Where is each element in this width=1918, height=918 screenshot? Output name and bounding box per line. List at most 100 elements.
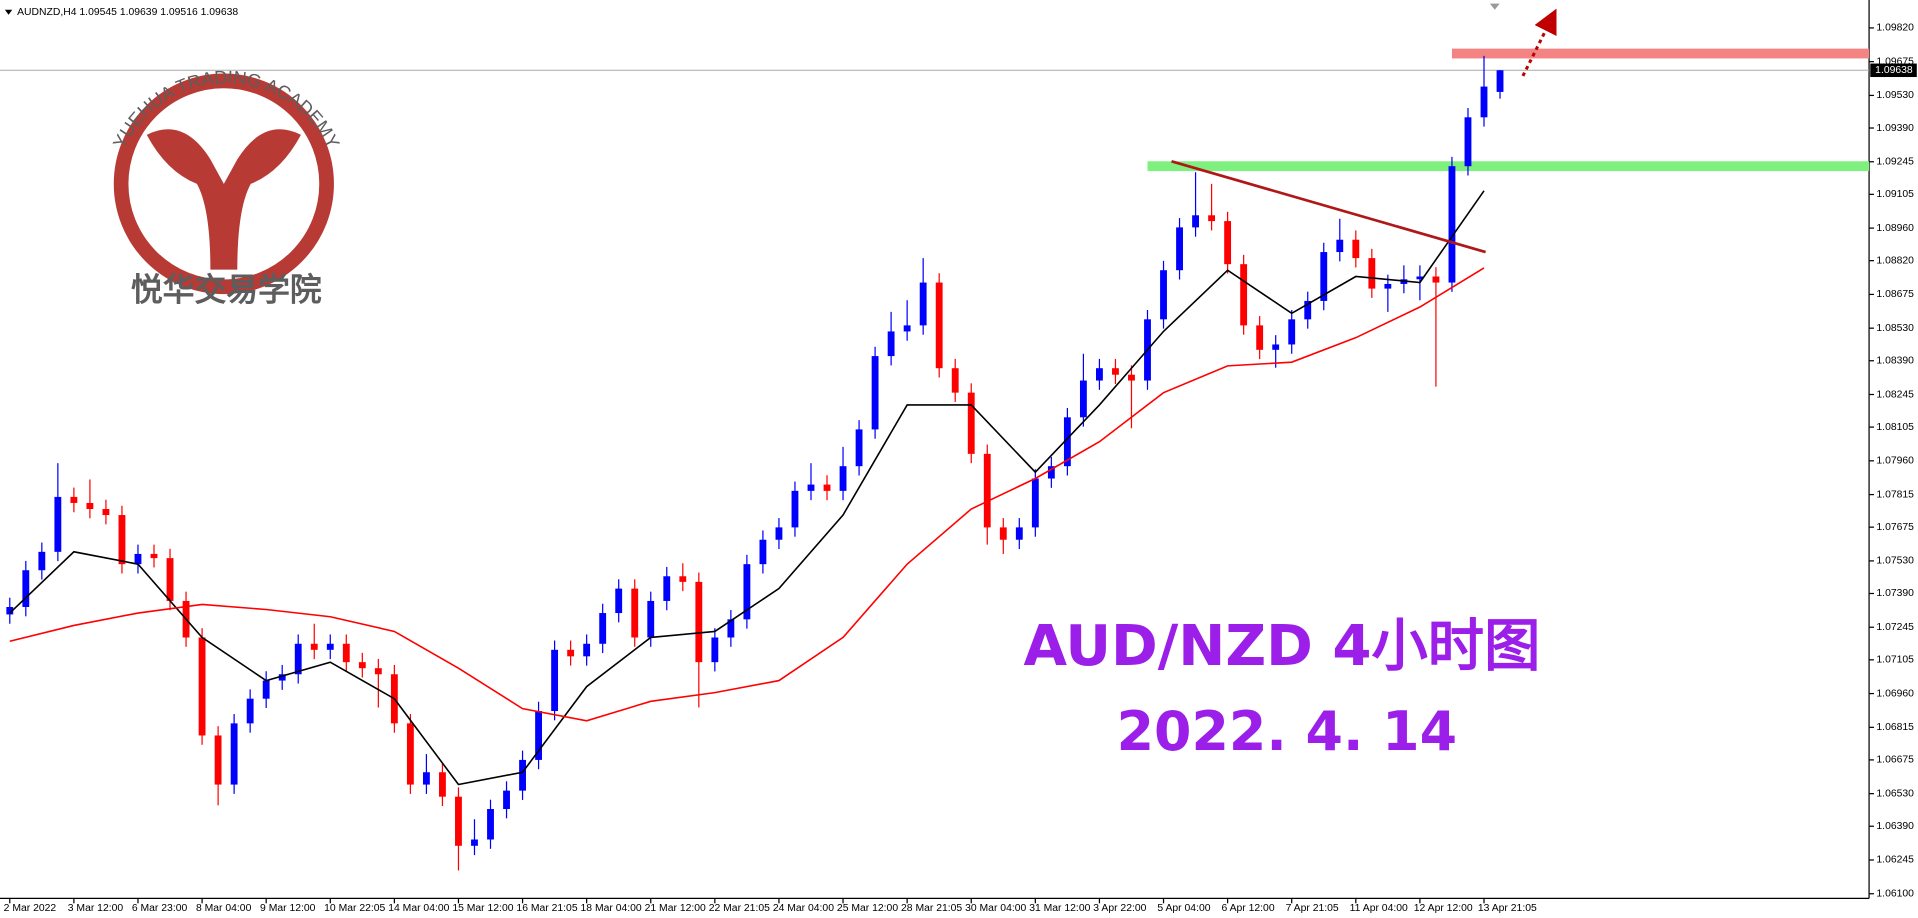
candle-body: [38, 551, 46, 571]
current-price-label: 1.09638: [1875, 65, 1913, 76]
y-tick-label: 1.07390: [1876, 588, 1914, 599]
x-tick-label: 7 Apr 21:05: [1286, 903, 1339, 914]
candle-body: [1368, 258, 1376, 289]
y-tick-label: 1.08530: [1876, 323, 1914, 334]
candle-body: [422, 772, 430, 785]
candle-body: [1031, 478, 1039, 528]
x-tick-label: 18 Mar 04:00: [581, 903, 642, 914]
y-tick-label: 1.07245: [1876, 622, 1914, 633]
x-tick-label: 14 Mar 04:00: [388, 903, 449, 914]
candle-body: [903, 325, 911, 332]
x-tick-label: 13 Apr 21:05: [1478, 903, 1537, 914]
candle-body: [711, 637, 719, 663]
candle-body: [1224, 221, 1232, 265]
candle-body: [503, 790, 510, 810]
chart-title: AUD/NZD 4小时图: [1024, 614, 1541, 679]
y-tick-label: 1.06100: [1876, 888, 1914, 899]
candle-body: [214, 735, 222, 785]
y-tick-label: 1.09390: [1876, 123, 1914, 134]
candle-body: [1015, 527, 1023, 540]
candle-body: [1384, 283, 1392, 289]
candle-body: [1320, 252, 1328, 301]
chart-subtitle: 2022. 4. 14: [1117, 700, 1457, 763]
x-tick-label: 31 Mar 12:00: [1029, 903, 1090, 914]
candle-body: [342, 643, 350, 663]
candle-body: [230, 723, 238, 785]
candle-body: [406, 723, 414, 785]
candle-body: [1063, 417, 1071, 467]
y-tick-label: 1.06675: [1876, 755, 1914, 766]
candle-body: [1128, 374, 1135, 381]
candle-body: [967, 392, 975, 454]
y-tick-label: 1.07960: [1876, 456, 1914, 467]
candle-body: [166, 558, 174, 601]
candle-body: [455, 796, 462, 846]
candle-body: [310, 643, 318, 650]
candle-body: [887, 331, 895, 357]
logo-mark: [146, 129, 301, 270]
candle-body: [294, 643, 302, 675]
x-tick-label: 6 Apr 12:00: [1222, 903, 1275, 914]
candle-body: [727, 619, 735, 638]
y-tick-label: 1.08245: [1876, 389, 1914, 400]
y-tick-label: 1.08390: [1876, 355, 1914, 366]
candle-body: [599, 613, 607, 644]
candle-body: [935, 282, 943, 369]
candle-body: [759, 539, 767, 565]
chart-header: AUDNZD,H4 1.09545 1.09639 1.09516 1.0963…: [17, 7, 238, 18]
logo-ring: [113, 73, 334, 295]
arrow: [1521, 8, 1557, 77]
x-tick-label: 22 Mar 21:05: [709, 903, 770, 914]
candle-body: [535, 711, 543, 760]
x-tick-label: 2 Mar 2022: [4, 903, 57, 914]
x-tick-label: 8 Mar 04:00: [196, 903, 252, 914]
candle-body: [134, 553, 142, 565]
logo-name: 悦华交易学院: [131, 270, 322, 308]
y-tick-label: 1.09530: [1876, 90, 1914, 101]
candle-body: [1336, 239, 1344, 253]
candle-body: [919, 282, 927, 326]
candle-body: [823, 484, 831, 491]
candle-body: [278, 674, 286, 681]
y-tick-label: 1.06815: [1876, 722, 1914, 733]
candle-body: [1272, 344, 1280, 350]
x-tick-label: 28 Mar 21:05: [901, 903, 962, 914]
y-tick-label: 1.07530: [1876, 556, 1914, 567]
candle-body: [1112, 368, 1119, 375]
candle-body: [839, 466, 847, 491]
candle-body: [791, 490, 799, 528]
x-tick-label: 5 Apr 04:00: [1157, 903, 1210, 914]
candle-body: [1047, 466, 1055, 479]
candle-body: [118, 515, 126, 565]
candle-body: [615, 588, 623, 614]
y-tick-label: 1.09675: [1876, 56, 1914, 67]
shift-marker: [1489, 3, 1500, 10]
candle-body: [583, 643, 591, 657]
x-tick-label: 9 Mar 12:00: [260, 903, 316, 914]
candle-body: [1208, 215, 1216, 222]
y-tick-label: 1.08820: [1876, 255, 1914, 266]
x-tick-label: 3 Mar 12:00: [68, 903, 124, 914]
y-tick-label: 1.06960: [1876, 688, 1914, 699]
candle-body: [1160, 270, 1167, 320]
level-band: [1147, 161, 1870, 172]
candle-body: [663, 576, 671, 601]
candle-body: [86, 502, 94, 510]
x-tick-label: 15 Mar 12:00: [452, 903, 513, 914]
candle-body: [471, 839, 478, 846]
x-tick-label: 21 Mar 12:00: [645, 903, 706, 914]
candle-body: [358, 662, 366, 669]
candle-body: [439, 772, 446, 797]
candle-body: [150, 553, 158, 559]
candle-body: [1448, 166, 1456, 283]
candle-body: [1480, 86, 1488, 118]
candle-body: [1288, 319, 1296, 345]
candle-body: [1496, 70, 1504, 92]
y-tick-label: 1.06245: [1876, 855, 1914, 866]
candle-body: [374, 668, 382, 675]
x-tick-label: 24 Mar 04:00: [773, 903, 834, 914]
candle-body: [102, 509, 110, 516]
candle-body: [679, 576, 687, 582]
